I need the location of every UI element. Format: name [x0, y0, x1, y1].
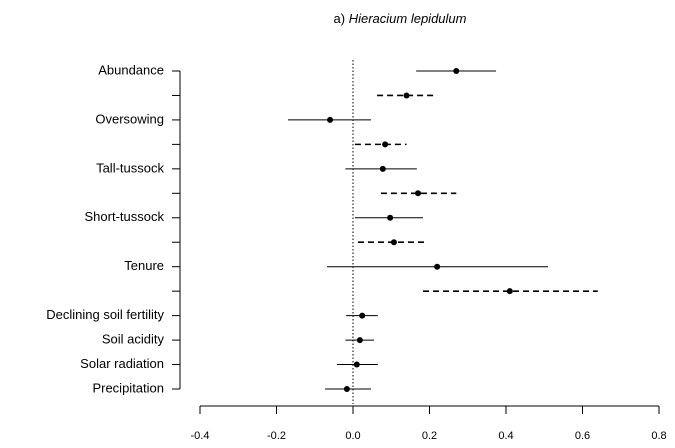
- x-tick-label: 0.6: [575, 430, 590, 442]
- y-tick-label: Soil acidity: [102, 332, 165, 347]
- y-tick-label: Short-tussock: [85, 209, 165, 224]
- y-tick-label: Tenure: [124, 258, 164, 273]
- y-tick-label: Precipitation: [92, 380, 164, 395]
- point-estimate: [359, 312, 366, 319]
- y-tick-label: Declining soil fertility: [46, 307, 164, 322]
- y-tick-label: Solar radiation: [80, 356, 164, 371]
- point-estimate: [327, 116, 334, 123]
- y-tick-label: Abundance: [98, 62, 164, 77]
- chart-title: a) Hieracium lepidulum: [334, 11, 467, 26]
- y-tick-label: Oversowing: [95, 111, 164, 126]
- point-estimate: [353, 361, 360, 368]
- point-estimate: [434, 263, 441, 270]
- point-estimate: [387, 214, 394, 221]
- point-estimate: [379, 165, 386, 172]
- x-tick-label: 0.2: [422, 430, 437, 442]
- title-species: Hieracium lepidulum: [349, 11, 467, 26]
- point-estimate: [382, 141, 389, 148]
- point-estimate: [390, 239, 397, 246]
- point-estimate: [343, 386, 350, 392]
- point-estimate: [506, 288, 513, 295]
- point-estimate: [356, 337, 363, 344]
- x-tick-label: 0.0: [345, 430, 360, 442]
- point-estimate: [415, 190, 422, 197]
- panel-label: a): [334, 11, 346, 26]
- x-tick-label: 0.8: [651, 430, 666, 442]
- point-estimate: [453, 68, 460, 74]
- x-tick-label: -0.4: [191, 430, 210, 442]
- y-tick-label: Tall-tussock: [96, 160, 164, 175]
- x-tick-label: 0.4: [498, 430, 513, 442]
- point-estimate: [403, 92, 410, 99]
- x-tick-label: -0.2: [267, 430, 286, 442]
